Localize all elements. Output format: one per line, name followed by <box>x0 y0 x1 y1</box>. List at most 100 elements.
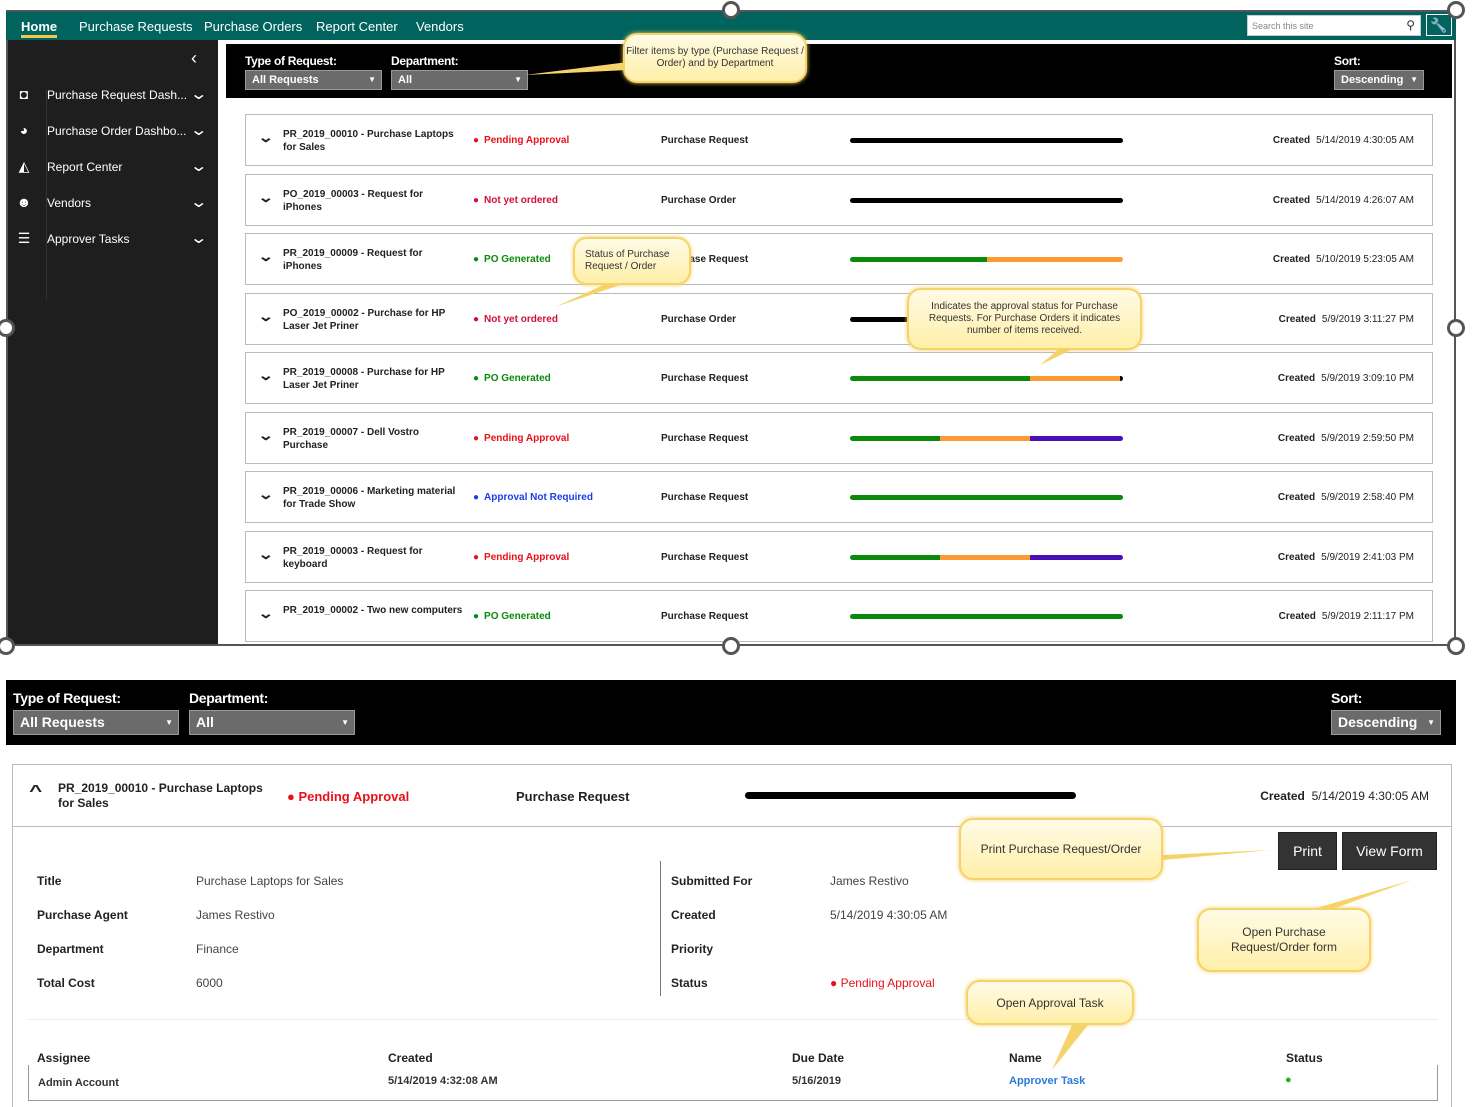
chevron-down-icon[interactable]: ⌄ <box>257 545 275 562</box>
list-item[interactable]: ⌄ PO_2019_00003 - Request for iPhones No… <box>245 173 1433 226</box>
item-title-text: Request for iPhones <box>283 188 424 213</box>
search-input[interactable]: Search this site ⚲ <box>1247 15 1421 36</box>
sort-value: Descending <box>1338 714 1418 730</box>
list-item[interactable]: ⌄ PR_2019_00007 - Dell Vostro Purchase P… <box>245 411 1433 464</box>
chevron-down-icon[interactable]: ⌄ <box>257 605 275 621</box>
item-title-text: Request for keyboard <box>283 545 423 570</box>
chevron-down-icon[interactable]: ⌄ <box>257 426 275 443</box>
chevron-down-icon[interactable]: ⌄ <box>189 230 209 247</box>
approver-task-link[interactable]: Approver Task <box>1009 1075 1086 1087</box>
resize-handle[interactable] <box>0 319 15 337</box>
expanded-item-header[interactable]: ^ PR_2019_00010 - Purchase Laptops for S… <box>13 765 1451 827</box>
collapse-sidebar-icon[interactable]: ‹ <box>191 48 197 68</box>
field-value: James Restivo <box>196 908 275 922</box>
chevron-down-icon[interactable]: ⌄ <box>189 86 209 103</box>
chevron-down-icon[interactable]: ⌄ <box>189 194 209 211</box>
chevron-down-icon[interactable]: ⌄ <box>257 486 275 502</box>
chevron-down-icon[interactable]: ⌄ <box>257 248 275 264</box>
department-label: Department: <box>391 54 459 68</box>
list-item[interactable]: ⌄ PR_2019_00003 - Request for keyboard P… <box>245 530 1433 583</box>
created-label: Created <box>1260 789 1305 803</box>
resize-handle[interactable] <box>722 637 740 655</box>
created-label: Created <box>1278 611 1316 622</box>
resize-handle[interactable] <box>0 637 15 655</box>
item-type: Purchase Request <box>661 551 749 563</box>
item-type: Purchase Order <box>661 194 737 206</box>
view-form-button[interactable]: View Form <box>1342 832 1437 870</box>
sidebar-item[interactable]: ☰ Approver Tasks ⌄ <box>8 222 218 258</box>
item-type: Purchase Order <box>661 313 737 325</box>
sidebar-item[interactable]: ◘ Purchase Request Dash... ⌄ <box>8 78 218 114</box>
status-badge: Pending Approval <box>473 135 569 146</box>
item-type: Purchase Request <box>661 373 749 384</box>
item-created: Created 5/9/2019 2:59:50 PM <box>1278 433 1414 444</box>
chevron-down-icon[interactable]: ⌄ <box>257 129 275 145</box>
type-label: Type of Request: <box>13 690 121 706</box>
dropdown-arrow-icon: ▼ <box>165 718 173 727</box>
status-badge: Pending Approval <box>473 552 569 563</box>
field-value: ● Pending Approval <box>830 976 935 990</box>
department-select[interactable]: All ▼ <box>189 710 355 735</box>
sort-select[interactable]: Descending ▼ <box>1334 70 1424 90</box>
list-item[interactable]: ⌄ PR_2019_00009 - Request for iPhones PO… <box>245 233 1433 285</box>
chevron-down-icon[interactable]: ⌄ <box>257 367 275 383</box>
nav-vendors[interactable]: Vendors <box>416 19 464 34</box>
sidebar-item-label: Approver Tasks <box>47 232 130 246</box>
sidebar-item-label: Purchase Order Dashbo... <box>47 124 187 138</box>
nav-home[interactable]: Home <box>21 19 58 38</box>
list-item[interactable]: ⌄ PR_2019_00002 - Two new computers PO G… <box>245 590 1433 642</box>
task-status-dot-icon: ● <box>1285 1074 1292 1086</box>
progress-bar <box>850 614 1123 619</box>
sidebar-item[interactable]: ◭ Report Center ⌄ <box>8 150 218 186</box>
nav-purchase-requests[interactable]: Purchase Requests <box>79 19 193 34</box>
list-item[interactable]: ⌄ PR_2019_00008 - Purchase for HP Laser … <box>245 352 1433 404</box>
item-id: PR_2019_00003 <box>283 545 359 557</box>
tasks-icon: ☰ <box>17 230 31 246</box>
type-select[interactable]: All Requests ▼ <box>13 710 179 735</box>
expanded-item: ^ PR_2019_00010 - Purchase Laptops for S… <box>12 764 1452 1107</box>
collapse-chevron-icon[interactable]: ^ <box>29 783 43 800</box>
progress-bar <box>850 138 1123 143</box>
progress-segment <box>850 554 941 560</box>
print-button[interactable]: Print <box>1278 832 1337 870</box>
progress-bar <box>850 197 1123 203</box>
sort-value: Descending <box>1341 74 1404 86</box>
item-created: Created 5/9/2019 2:41:03 PM <box>1278 552 1414 563</box>
progress-segment <box>850 138 1123 143</box>
created-label: Created <box>1272 135 1311 146</box>
list-item[interactable]: ⌄ PR_2019_00010 - Purchase Laptops for S… <box>245 114 1433 166</box>
progress-bar <box>850 257 1123 262</box>
nav-report-center[interactable]: Report Center <box>316 19 398 34</box>
department-select[interactable]: All ▼ <box>391 70 528 90</box>
field-label: Purchase Agent <box>37 908 128 922</box>
dropdown-arrow-icon: ▼ <box>1427 718 1435 727</box>
settings-wrench-icon[interactable]: 🔧 <box>1426 14 1452 36</box>
item-type: Purchase Request <box>661 254 749 265</box>
search-icon[interactable]: ⚲ <box>1406 18 1415 32</box>
resize-handle[interactable] <box>722 1 740 19</box>
chevron-down-icon[interactable]: ⌄ <box>189 122 209 139</box>
resize-handle[interactable] <box>1447 637 1465 655</box>
status-badge: PO Generated <box>473 254 551 265</box>
resize-handle[interactable] <box>1447 319 1465 337</box>
sort-select[interactable]: Descending ▼ <box>1331 710 1441 735</box>
nav-purchase-orders[interactable]: Purchase Orders <box>204 19 303 34</box>
field-value-text: 5/14/2019 4:30:05 AM <box>830 908 948 922</box>
sidebar-item[interactable]: ☻ Vendors ⌄ <box>8 186 218 222</box>
chevron-down-icon[interactable]: ⌄ <box>189 158 209 175</box>
chevron-down-icon[interactable]: ⌄ <box>257 307 275 324</box>
field-label: Created <box>671 908 716 922</box>
item-created: Created 5/9/2019 2:58:40 PM <box>1278 492 1414 503</box>
item-id: PO_2019_00003 <box>283 188 359 200</box>
item-id: PR_2019_00006 <box>283 486 359 497</box>
chevron-down-icon[interactable]: ⌄ <box>257 188 275 205</box>
resize-handle[interactable] <box>1447 1 1465 19</box>
sidebar-item[interactable]: ◕ Purchase Order Dashbo... ⌄ <box>8 114 218 150</box>
created-value: 5/10/2019 5:23:05 AM <box>1316 254 1414 265</box>
type-select[interactable]: All Requests ▼ <box>245 70 382 90</box>
item-status: ● Pending Approval <box>287 789 410 804</box>
header-due-date: Due Date <box>792 1051 845 1065</box>
list-item[interactable]: ⌄ PR_2019_00006 - Marketing material for… <box>245 471 1433 523</box>
sidebar: ‹ ◘ Purchase Request Dash... ⌄ ◕ Purchas… <box>8 40 218 644</box>
